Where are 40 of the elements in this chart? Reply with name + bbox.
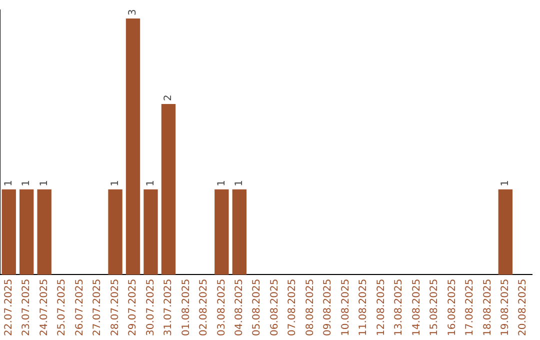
data-label: 1 [234,180,245,186]
x-tick-label: 20.08.2025 [518,278,529,336]
data-label: 3 [128,9,139,16]
data-label: 1 [500,180,511,186]
x-tick-label: 11.08.2025 [358,278,370,336]
data-label: 1 [145,180,156,186]
x-tick-label: 16.08.2025 [446,278,458,336]
x-tick-label: 27.07.2025 [92,278,104,336]
x-tick-label: 25.07.2025 [56,278,68,336]
x-tick-label: 18.08.2025 [482,278,494,336]
x-tick-label: 26.07.2025 [74,278,86,336]
x-tick-label: 22.07.2025 [3,278,14,336]
x-tick-label: 07.08.2025 [287,278,298,336]
x-tick-label: 04.08.2025 [234,278,245,336]
data-label: 1 [110,180,121,186]
x-tick-label: 06.08.2025 [269,278,280,336]
x-tick-label: 02.08.2025 [198,278,210,336]
x-tick-label: 09.08.2025 [322,278,334,336]
data-label: 1 [216,180,228,186]
x-tick-label: 03.08.2025 [216,278,228,336]
x-tick-label: 19.08.2025 [500,278,511,336]
x-tick-label: 28.07.2025 [110,278,121,336]
x-tick-label: 10.08.2025 [340,278,352,336]
x-tick-label: 12.08.2025 [376,278,387,336]
x-tick-label: 14.08.2025 [411,278,422,336]
x-tick-label: 13.08.2025 [394,278,405,336]
data-label: 1 [3,180,14,186]
x-tick-label: 05.08.2025 [252,278,263,336]
x-tick-label: 17.08.2025 [464,278,476,336]
x-tick-label: 31.07.2025 [163,278,174,336]
x-tick-label: 15.08.2025 [429,278,440,336]
data-label: 2 [163,94,174,101]
x-tick-label: 24.07.2025 [38,278,50,336]
x-tick-label: 01.08.2025 [180,278,192,336]
x-tick-label: 30.07.2025 [145,278,156,336]
data-label: 1 [38,180,50,186]
x-tick-label: 08.08.2025 [304,278,316,336]
x-tick-label: 29.07.2025 [128,278,139,336]
x-tick-label: 23.07.2025 [21,278,32,336]
data-label: 1 [21,180,32,186]
